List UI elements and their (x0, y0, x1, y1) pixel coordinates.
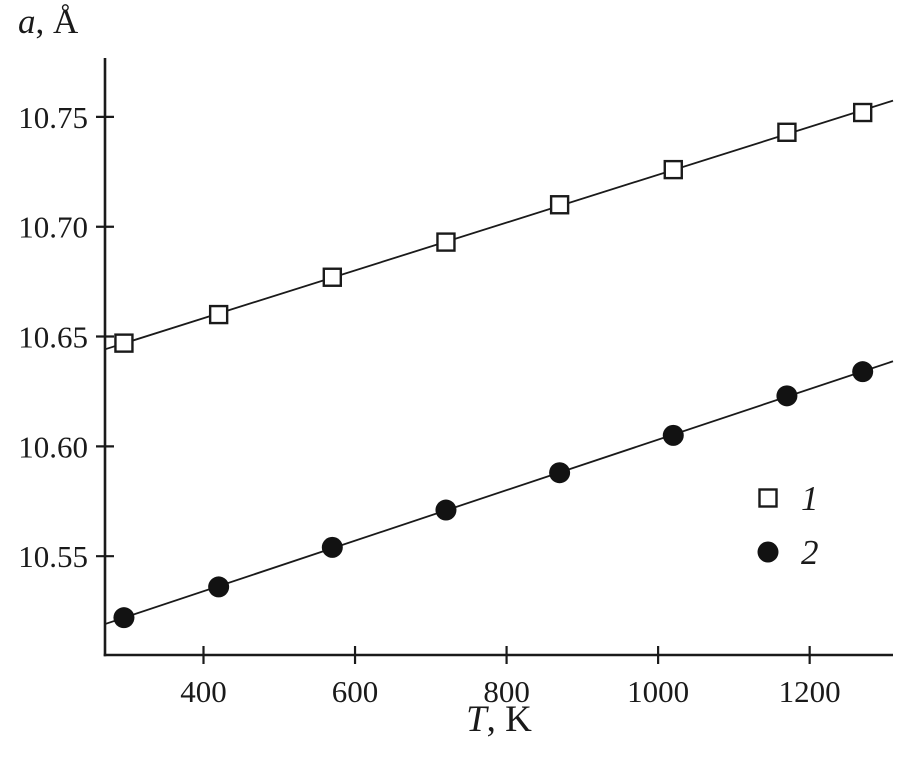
series-1-point (852, 102, 873, 123)
legend-label-1: 1 (801, 479, 819, 518)
y-axis-title: a, Å (18, 2, 78, 42)
series-2-point (113, 607, 135, 629)
y-tick-label: 10.65 (18, 320, 88, 355)
series-1-point (208, 304, 229, 325)
x-tick-label: 1200 (779, 674, 841, 709)
series-2-point (776, 385, 798, 407)
series-1-point (549, 195, 570, 215)
x-axis-symbol: T (466, 699, 487, 740)
x-tick-label: 600 (332, 674, 379, 709)
legend-label-2: 2 (801, 533, 819, 572)
fit-line-series-1 (104, 99, 894, 351)
series-2-point (549, 462, 571, 484)
series-2-point (435, 499, 457, 521)
series-2-point (321, 536, 343, 558)
series-2-point (662, 424, 684, 446)
legend-marker-1 (758, 488, 778, 508)
series-1-point (322, 267, 343, 287)
y-tick-label: 10.55 (18, 539, 88, 574)
y-tick-label: 10.60 (18, 429, 88, 464)
y-axis-symbol: a (18, 2, 36, 41)
x-tick-label: 1000 (627, 674, 689, 709)
x-axis-title: T, K (105, 698, 893, 741)
series-2-point (852, 361, 874, 383)
y-tick-label: 10.75 (18, 100, 88, 135)
legend-marker-2 (757, 541, 779, 563)
x-tick-label: 800 (483, 674, 530, 709)
series-1-point (114, 333, 134, 353)
fit-line-series-2 (104, 360, 894, 625)
x-tick-label: 400 (180, 674, 227, 709)
series-1-point (663, 159, 683, 180)
x-axis-unit: , K (486, 699, 532, 740)
series-1-point (436, 232, 456, 252)
series-1-point (777, 122, 797, 142)
y-axis-unit: , Å (35, 2, 79, 41)
series-2-point (208, 576, 230, 598)
y-tick-label: 10.70 (18, 210, 88, 245)
